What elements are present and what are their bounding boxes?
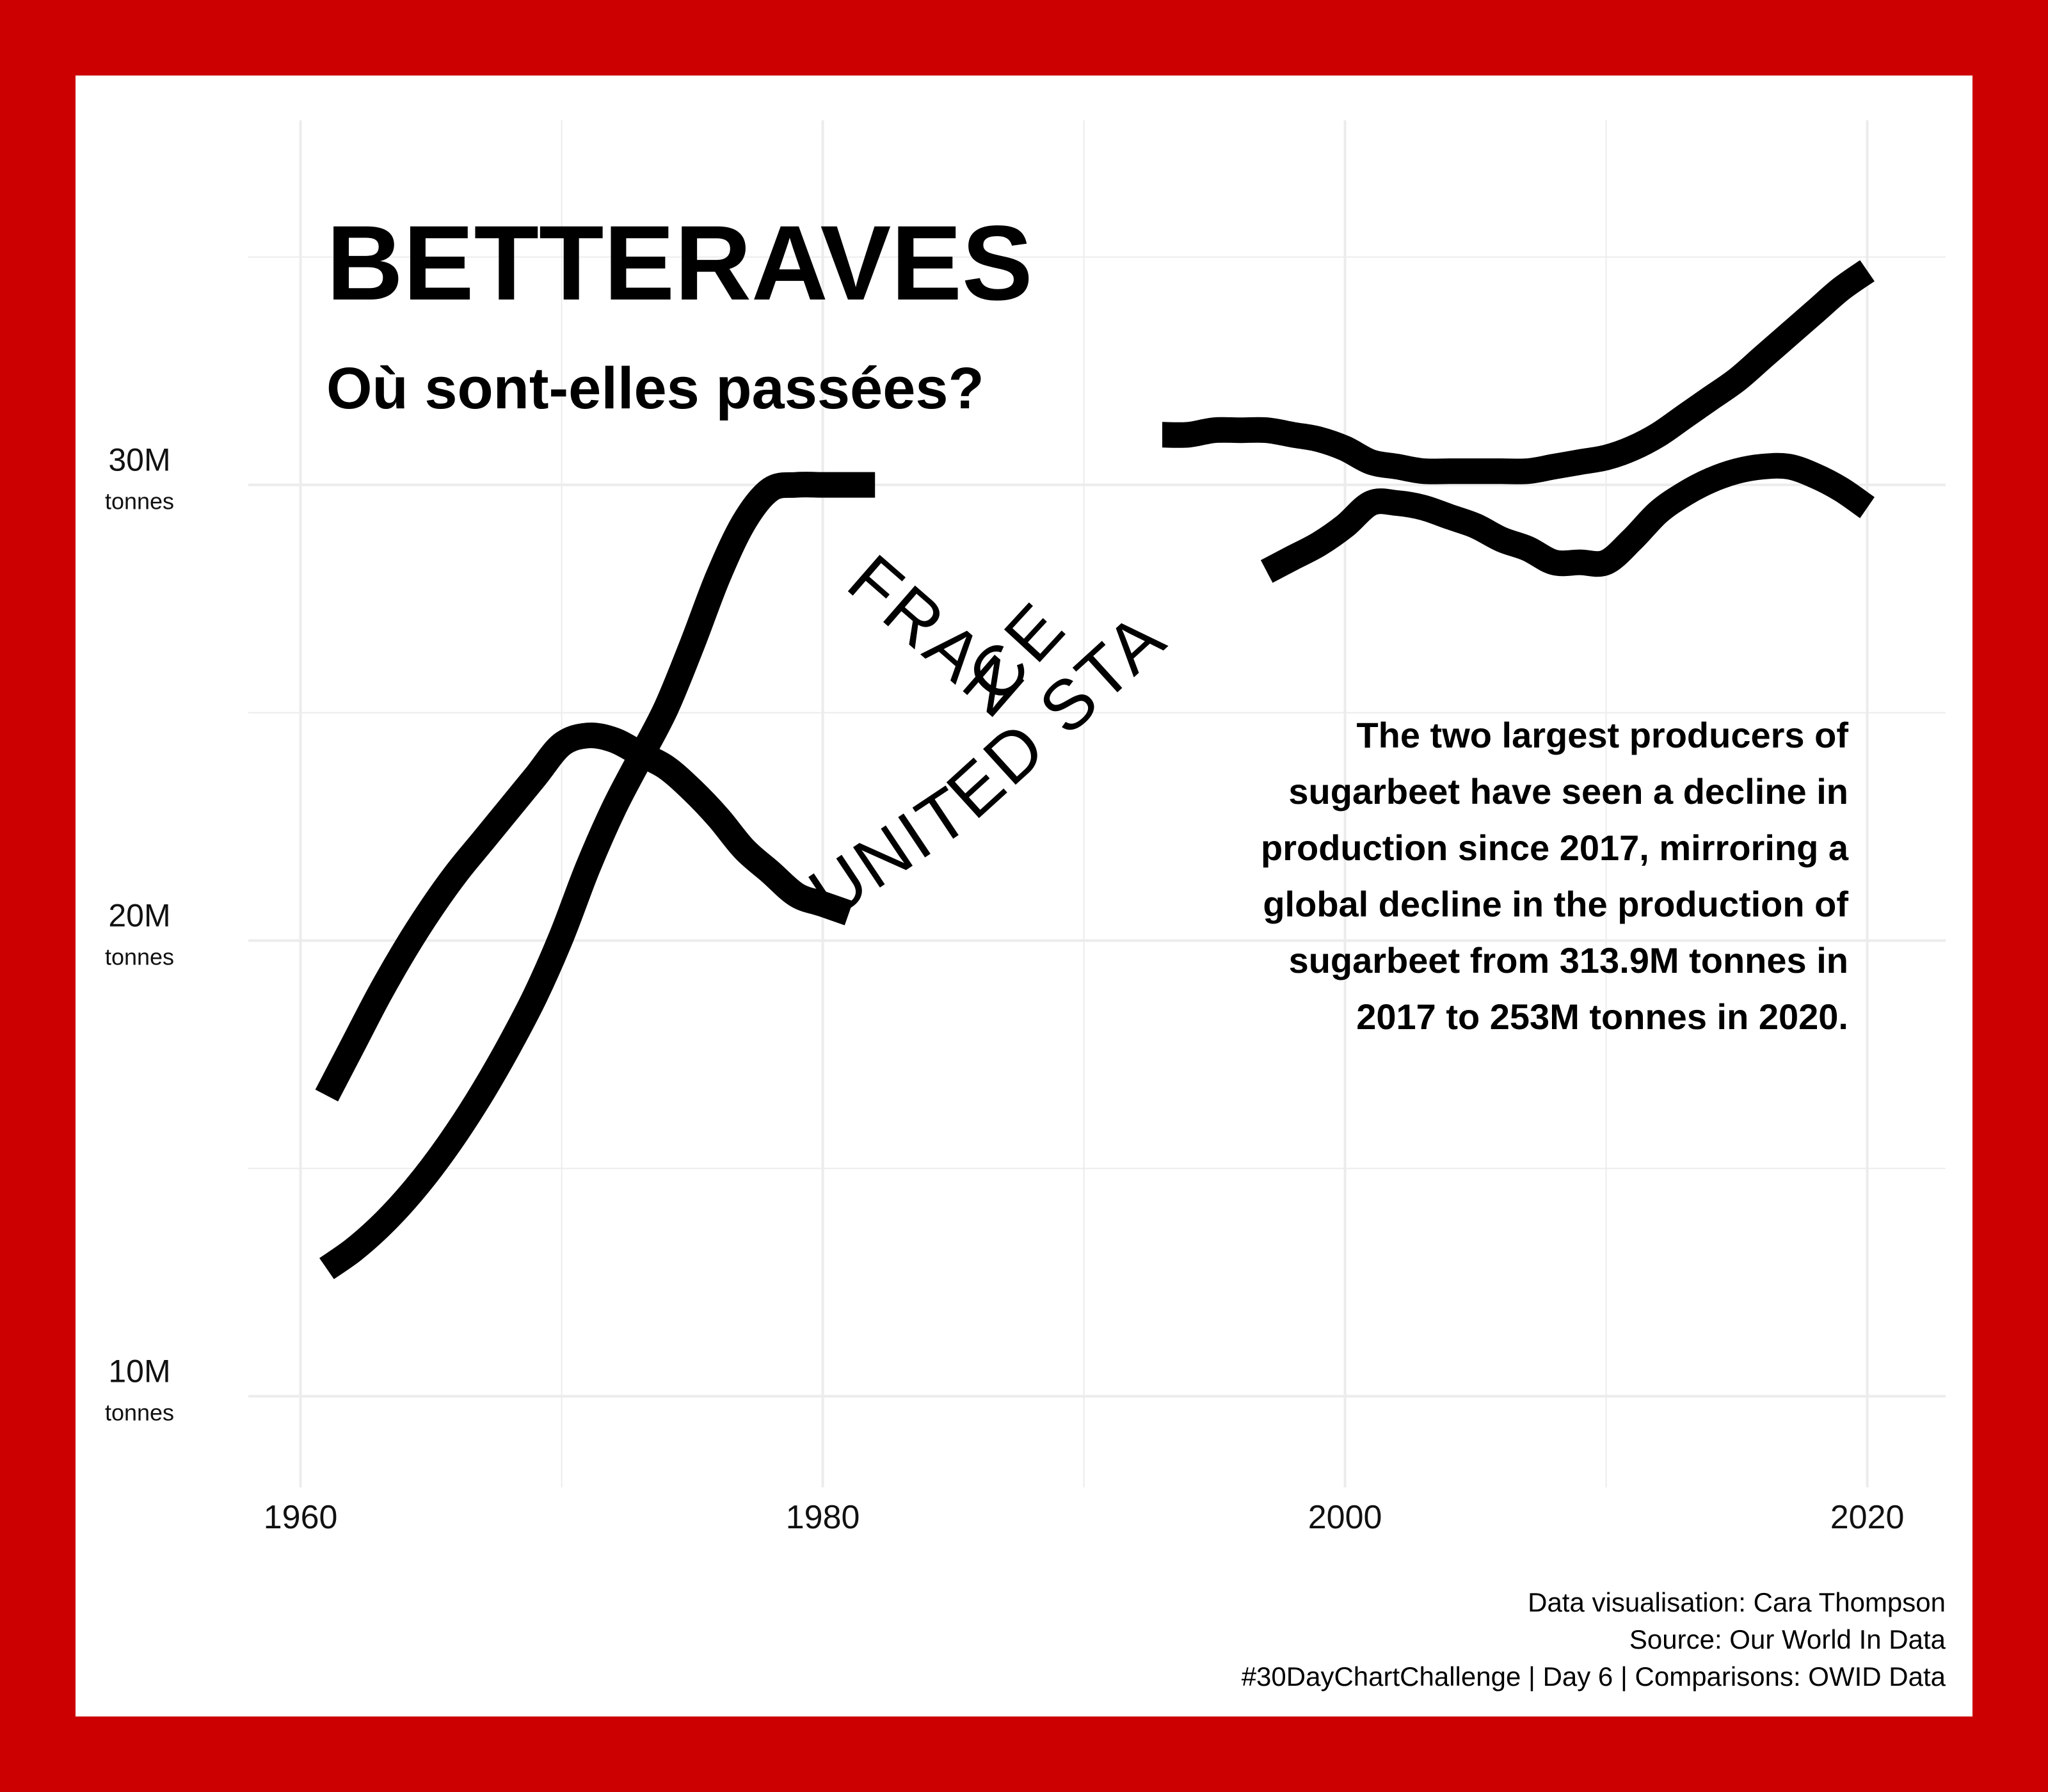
annotation-line: The two largest producers of	[1356, 715, 1848, 755]
annotation-line: sugarbeet have seen a decline in	[1288, 771, 1848, 812]
line-chart: 10M tonnes 20M tonnes 30M tonnes 1960 1980 2000…	[76, 76, 1946, 1692]
x-tick-label: 1980	[786, 1499, 860, 1536]
chart-title: BETTERAVES	[326, 204, 1033, 323]
y-tick-label: 10M	[108, 1354, 170, 1389]
caption: Data visualisation: Cara Thompson Source…	[1242, 1587, 1946, 1692]
annotation-line: 2017 to 253M tonnes in 2020.	[1356, 996, 1848, 1037]
caption-line: #30DayChartChallenge | Day 6 | Compariso…	[1242, 1661, 1946, 1692]
series-line-france	[1162, 260, 1875, 484]
y-tick-unit: tonnes	[105, 1400, 174, 1426]
series-line-france	[319, 472, 876, 1279]
caption-line: Data visualisation: Cara Thompson	[1528, 1587, 1946, 1617]
x-axis: 1960 1980 2000 2020	[264, 1499, 1905, 1536]
annotation-line: production since 2017, mirroring a	[1261, 828, 1849, 868]
series-line-united-states	[1260, 452, 1875, 583]
x-tick-label: 2000	[1308, 1499, 1382, 1536]
y-tick-unit: tonnes	[105, 488, 174, 515]
y-tick-label: 20M	[108, 898, 170, 934]
y-tick-unit: tonnes	[105, 944, 174, 970]
annotation-line: sugarbeet from 313.9M tonnes in	[1289, 940, 1848, 980]
series-lines	[315, 260, 1875, 1279]
caption-line: Source: Our World In Data	[1629, 1624, 1946, 1654]
y-axis: 10M tonnes 20M tonnes 30M tonnes	[105, 442, 174, 1426]
y-tick-label: 30M	[108, 442, 170, 478]
x-tick-label: 1960	[264, 1499, 338, 1536]
chart-frame: 10M tonnes 20M tonnes 30M tonnes 1960 1980 2000…	[76, 76, 1972, 1716]
grid	[248, 120, 1946, 1487]
x-tick-label: 2020	[1830, 1499, 1905, 1536]
chart-subtitle: Où sont-elles passées?	[326, 356, 984, 421]
annotation-line: global decline in the production of	[1263, 884, 1848, 924]
annotation-text: The two largest producers of sugarbeet h…	[1261, 715, 1849, 1037]
series-line-united-states	[315, 722, 854, 1101]
